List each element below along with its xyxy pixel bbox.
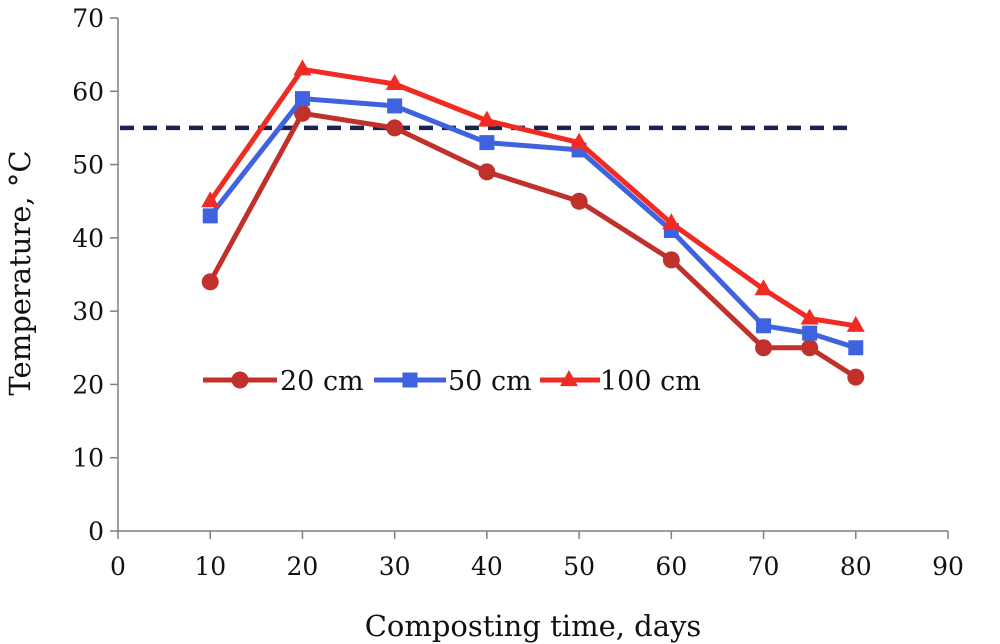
data-point-100-cm [293, 59, 312, 76]
data-point-50-cm [387, 98, 403, 114]
x-tick-label: 30 [379, 552, 411, 581]
x-tick-label: 40 [471, 552, 503, 581]
x-tick-label: 70 [748, 552, 780, 581]
data-point-20-cm [570, 192, 588, 210]
data-point-50-cm [802, 325, 818, 341]
y-tick-label: 50 [72, 151, 104, 180]
legend-label-20-cm: 20 cm [280, 366, 364, 397]
legend-marker-100-cm [560, 370, 578, 387]
y-tick-label: 60 [72, 77, 104, 106]
x-tick-label: 60 [655, 552, 687, 581]
y-axis-title: Temperature, °C [3, 150, 37, 395]
series-group [201, 59, 865, 386]
x-tick-label: 80 [840, 552, 872, 581]
series-100-cm [201, 59, 865, 332]
data-point-20-cm [662, 251, 680, 269]
data-point-20-cm [293, 104, 311, 122]
data-point-20-cm [755, 339, 773, 357]
x-tick-label: 50 [563, 552, 595, 581]
data-point-100-cm [800, 308, 819, 325]
series-line-20-cm [208, 110, 858, 380]
data-point-100-cm [477, 110, 496, 127]
legend-label-100-cm: 100 cm [600, 366, 701, 397]
data-point-100-cm [662, 213, 681, 230]
legend-marker-50-cm [402, 372, 418, 388]
tick-labels: 0 10 20 30 40 50 60 70 0 10 20 30 40 50 60 70 80 90 [72, 4, 964, 581]
legend-label-50-cm: 50 cm [448, 366, 532, 397]
data-point-20-cm [801, 339, 819, 357]
data-point-20-cm [201, 273, 219, 291]
legend: 20 cm 50 cm 100 cm [203, 366, 701, 397]
legend-marker-20-cm [231, 371, 249, 389]
x-tick-label: 10 [194, 552, 226, 581]
x-tick-label: 90 [932, 552, 964, 581]
axes [110, 17, 949, 539]
x-tick-label: 20 [287, 552, 319, 581]
data-point-50-cm [479, 135, 495, 151]
data-point-100-cm [846, 315, 865, 332]
y-tick-label: 0 [88, 517, 104, 546]
y-tick-label: 10 [72, 444, 104, 473]
data-point-20-cm [386, 119, 404, 137]
data-point-20-cm [478, 163, 496, 181]
data-point-50-cm [294, 91, 310, 107]
data-point-20-cm [847, 368, 865, 386]
data-point-100-cm [754, 279, 773, 296]
data-point-50-cm [756, 318, 772, 334]
x-tick-label: 0 [110, 552, 126, 581]
data-point-50-cm [848, 340, 864, 356]
data-point-100-cm [201, 191, 220, 208]
y-tick-label: 20 [72, 370, 104, 399]
y-tick-label: 40 [72, 224, 104, 253]
data-point-100-cm [385, 74, 404, 91]
data-point-50-cm [202, 208, 218, 224]
y-tick-label: 70 [72, 4, 104, 33]
data-point-100-cm [570, 132, 589, 149]
x-axis-title: Composting time, days [365, 609, 702, 643]
series-line-50-cm [208, 96, 857, 351]
series-20-cm [201, 104, 865, 386]
y-tick-label: 30 [72, 297, 104, 326]
